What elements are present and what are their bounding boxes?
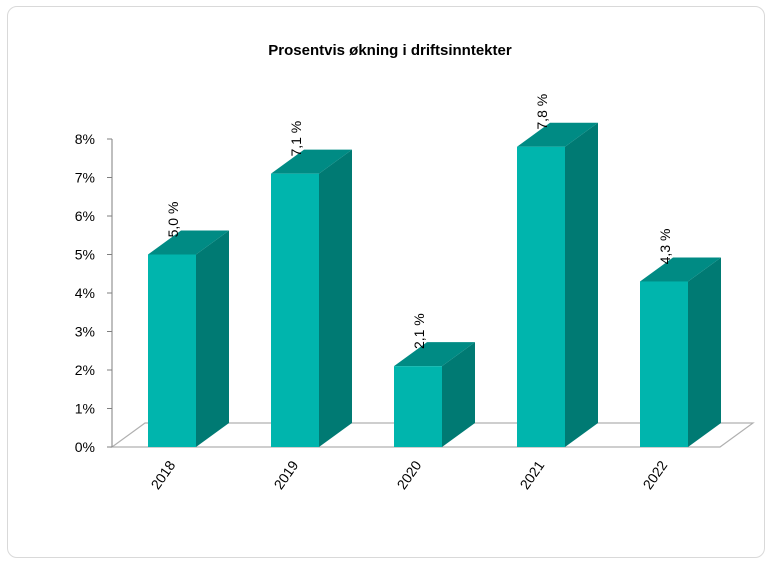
y-tick-label: 2% [75, 362, 95, 378]
bar-front [394, 366, 442, 447]
data-label: 4,3 % [657, 229, 673, 265]
y-tick-label: 5% [75, 247, 95, 263]
y-tick-label: 8% [75, 131, 95, 147]
bar-side [196, 230, 229, 447]
bar-front [271, 173, 319, 447]
bar [148, 230, 229, 447]
x-tick-label: 2018 [147, 457, 178, 492]
bar-front [148, 254, 196, 447]
bar-side [442, 342, 475, 447]
bar-top [517, 122, 598, 147]
bar [271, 149, 352, 447]
bar-side [319, 149, 352, 447]
bars [148, 122, 721, 447]
bar-top [640, 257, 721, 282]
data-label: 5,0 % [165, 202, 181, 238]
x-tick-label: 2020 [393, 457, 424, 492]
chart-frame [7, 6, 765, 558]
y-tick-label: 4% [75, 285, 95, 301]
bar-front [517, 146, 565, 447]
bar [394, 342, 475, 447]
y-tick-label: 6% [75, 208, 95, 224]
chart-title: Prosentvis økning i driftsinntekter [268, 42, 512, 59]
x-axis-ticks: 2018 2019 2020 2021 2022 [147, 457, 670, 492]
y-tick-label: 1% [75, 401, 95, 417]
bar [517, 122, 598, 447]
y-tick-label: 0% [75, 439, 95, 455]
data-label: 7,1 % [288, 121, 304, 157]
bar-side [688, 257, 721, 447]
y-tick-label: 7% [75, 170, 95, 186]
y-axis: 0% 1% 2% 3% 4% 5% 6% 7% 8% [75, 131, 113, 455]
y-tick-label: 3% [75, 324, 95, 340]
bar-top [148, 230, 229, 255]
data-label: 2,1 % [411, 313, 427, 349]
bar-top [394, 342, 475, 367]
bar-front [640, 281, 688, 447]
bar [640, 257, 721, 447]
x-tick-label: 2021 [516, 457, 547, 492]
bar-side [565, 122, 598, 447]
x-tick-label: 2022 [639, 457, 670, 492]
data-labels: 5,0 % 7,1 % 2,1 % 7,8 % 4,3 % [165, 94, 673, 349]
bar-top [271, 149, 352, 174]
x-tick-label: 2019 [270, 457, 301, 492]
data-label: 7,8 % [534, 94, 550, 130]
